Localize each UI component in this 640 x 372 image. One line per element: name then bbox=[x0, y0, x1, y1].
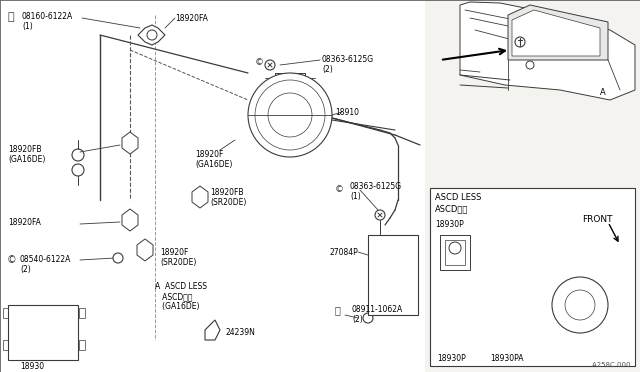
Text: 18930PA: 18930PA bbox=[490, 354, 524, 363]
Circle shape bbox=[375, 210, 385, 220]
Bar bbox=[372, 240, 387, 255]
Text: (1): (1) bbox=[22, 22, 33, 31]
Bar bbox=[3, 308, 9, 318]
Polygon shape bbox=[205, 320, 220, 340]
Text: FRONT: FRONT bbox=[582, 215, 612, 224]
Bar bbox=[8, 305, 78, 360]
Text: 18930P: 18930P bbox=[435, 220, 464, 229]
Text: 18920F: 18920F bbox=[160, 248, 188, 257]
Text: 27084P: 27084P bbox=[330, 248, 359, 257]
Polygon shape bbox=[512, 10, 600, 56]
Text: A: A bbox=[600, 88, 605, 97]
Bar bbox=[3, 340, 9, 350]
Circle shape bbox=[526, 61, 534, 69]
Text: (2): (2) bbox=[352, 315, 363, 324]
Circle shape bbox=[449, 242, 461, 254]
Text: 18910: 18910 bbox=[335, 108, 359, 117]
Text: ©: © bbox=[335, 185, 344, 194]
Text: 08540-6122A: 08540-6122A bbox=[20, 255, 72, 264]
Circle shape bbox=[255, 80, 325, 150]
Text: (GA16DE): (GA16DE) bbox=[8, 155, 45, 164]
Circle shape bbox=[552, 277, 608, 333]
Circle shape bbox=[72, 164, 84, 176]
Text: 18920FA: 18920FA bbox=[175, 14, 208, 23]
Text: ASCD重量: ASCD重量 bbox=[155, 292, 193, 301]
Circle shape bbox=[515, 37, 525, 47]
Text: ©: © bbox=[7, 255, 17, 265]
Bar bbox=[445, 240, 465, 265]
Polygon shape bbox=[192, 186, 208, 208]
Text: 08363-6125G: 08363-6125G bbox=[350, 182, 402, 191]
Text: 08911-1062A: 08911-1062A bbox=[352, 305, 403, 314]
Text: A258C 000: A258C 000 bbox=[591, 362, 630, 368]
Text: 18920F: 18920F bbox=[195, 150, 223, 159]
Bar bbox=[0, 0, 425, 372]
Text: 18930: 18930 bbox=[20, 362, 44, 371]
Text: 08160-6122A: 08160-6122A bbox=[22, 12, 73, 21]
Text: (SR20DE): (SR20DE) bbox=[160, 258, 196, 267]
Text: Ⓝ: Ⓝ bbox=[335, 305, 341, 315]
Bar bbox=[440, 235, 470, 270]
Circle shape bbox=[565, 290, 595, 320]
Text: 24239N: 24239N bbox=[225, 328, 255, 337]
Text: (1): (1) bbox=[350, 192, 361, 201]
Bar bbox=[10, 344, 25, 356]
Bar bbox=[79, 340, 85, 350]
Bar bbox=[430, 188, 635, 366]
Polygon shape bbox=[460, 2, 635, 100]
Text: (2): (2) bbox=[20, 265, 31, 274]
Text: A  ASCD LESS: A ASCD LESS bbox=[155, 282, 207, 291]
Bar bbox=[46, 344, 61, 356]
Bar bbox=[28, 344, 43, 356]
Bar bbox=[79, 308, 85, 318]
Circle shape bbox=[265, 60, 275, 70]
Text: 08363-6125G: 08363-6125G bbox=[322, 55, 374, 64]
Bar bbox=[372, 280, 387, 295]
Text: ©: © bbox=[255, 58, 264, 67]
Bar bbox=[372, 260, 387, 275]
Circle shape bbox=[268, 93, 312, 137]
Text: (SR20DE): (SR20DE) bbox=[210, 198, 246, 207]
Text: Ⓑ: Ⓑ bbox=[7, 12, 13, 22]
Polygon shape bbox=[137, 239, 153, 261]
Text: (GA16DE): (GA16DE) bbox=[155, 302, 200, 311]
Polygon shape bbox=[138, 25, 165, 45]
Text: (GA16DE): (GA16DE) bbox=[195, 160, 232, 169]
Polygon shape bbox=[508, 5, 608, 60]
Polygon shape bbox=[122, 209, 138, 231]
Text: 18920FB: 18920FB bbox=[210, 188, 243, 197]
Circle shape bbox=[363, 313, 373, 323]
Circle shape bbox=[248, 73, 332, 157]
Text: ASCD LESS: ASCD LESS bbox=[435, 193, 481, 202]
Text: (2): (2) bbox=[322, 65, 333, 74]
Circle shape bbox=[113, 253, 123, 263]
Bar bbox=[368, 235, 418, 315]
Polygon shape bbox=[122, 132, 138, 154]
Circle shape bbox=[147, 30, 157, 40]
Text: 18920FB: 18920FB bbox=[8, 145, 42, 154]
Text: 18920FA: 18920FA bbox=[8, 218, 41, 227]
Circle shape bbox=[72, 149, 84, 161]
Text: ASCD重量: ASCD重量 bbox=[435, 204, 468, 213]
Text: 18930P: 18930P bbox=[437, 354, 466, 363]
